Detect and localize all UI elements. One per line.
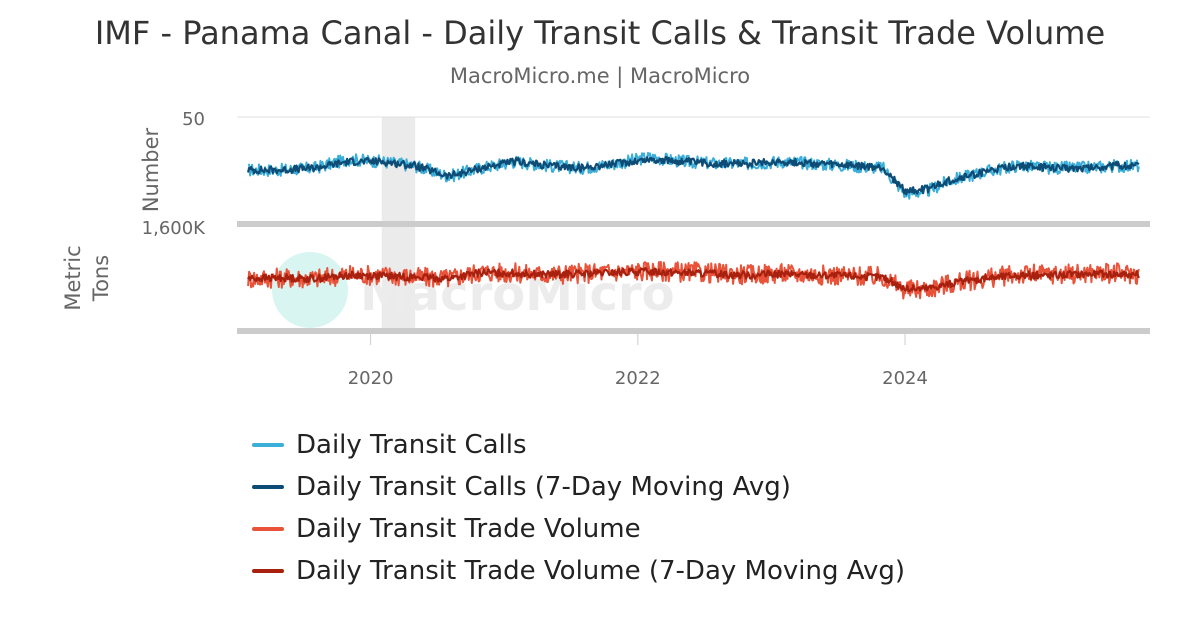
x-tick-label: 2022	[615, 368, 661, 389]
y-axis-title-calls: Number	[139, 127, 163, 212]
y-axis-title-volume: Metric Tons	[61, 245, 113, 310]
chart-subtitle: MacroMicro.me | MacroMicro	[449, 64, 751, 88]
chart-title: IMF - Panama Canal - Daily Transit Calls…	[94, 14, 1106, 52]
x-tick-label: 2020	[348, 368, 394, 389]
chart-legend: Daily Transit Calls Daily Transit Calls …	[252, 424, 905, 592]
legend-swatch-calls	[252, 443, 284, 447]
legend-label-calls: Daily Transit Calls	[296, 430, 527, 460]
pane-bottom-border	[237, 328, 1150, 334]
y-tick-label-calls: 50	[182, 109, 205, 130]
pane-divider	[237, 221, 1150, 227]
legend-item-calls[interactable]: Daily Transit Calls	[252, 424, 905, 466]
watermark-logo-icon	[272, 252, 348, 328]
legend-swatch-volume	[252, 527, 284, 531]
legend-item-volume-ma[interactable]: Daily Transit Trade Volume (7-Day Moving…	[252, 550, 905, 592]
legend-swatch-volume-ma	[252, 569, 284, 573]
legend-label-volume: Daily Transit Trade Volume	[296, 514, 641, 544]
series-line-volume-ma	[247, 267, 1140, 293]
series-line-calls-ma	[247, 155, 1140, 196]
legend-label-volume-ma: Daily Transit Trade Volume (7-Day Moving…	[296, 556, 906, 586]
y-tick-label-volume: 1,600K	[142, 218, 207, 239]
legend-item-volume[interactable]: Daily Transit Trade Volume	[252, 508, 905, 550]
x-tick-label: 2024	[882, 368, 928, 389]
watermark: MacroMicro	[272, 252, 675, 328]
chart-canvas: MacroMicro 50 1,600K Number Metric Tons 2020 2…	[61, 109, 1150, 389]
legend-swatch-calls-ma	[252, 485, 284, 489]
legend-label-calls-ma: Daily Transit Calls (7-Day Moving Avg)	[296, 472, 791, 502]
legend-item-calls-ma[interactable]: Daily Transit Calls (7-Day Moving Avg)	[252, 466, 905, 508]
